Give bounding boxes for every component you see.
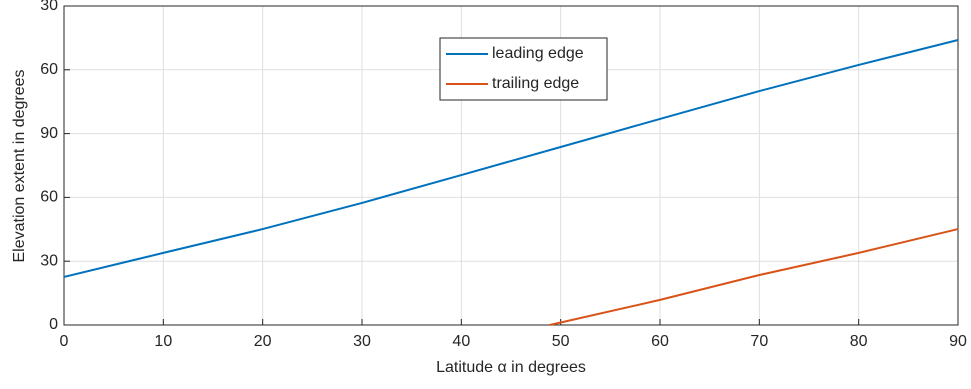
- y-tick-label: 30: [40, 252, 58, 269]
- x-tick-label: 70: [750, 333, 768, 350]
- x-tick-label: 10: [154, 333, 172, 350]
- legend-label: leading edge: [492, 45, 584, 62]
- data-line: [549, 228, 959, 326]
- legend-label: trailing edge: [492, 75, 579, 92]
- y-tick-label: 90: [40, 125, 58, 142]
- x-tick-label: 0: [60, 333, 69, 350]
- y-tick-label: 60: [40, 61, 58, 78]
- plot-frame: [63, 5, 959, 326]
- x-tick-label: 50: [552, 333, 570, 350]
- legend-box: [439, 37, 608, 101]
- x-tick-label: 60: [651, 333, 669, 350]
- y-tick-label: 30: [40, 0, 58, 14]
- x-tick-label: 30: [353, 333, 371, 350]
- y-tick-label: 0: [49, 316, 58, 333]
- x-tick-label: 90: [949, 333, 967, 350]
- x-tick-label: 20: [254, 333, 272, 350]
- x-tick-label: 40: [452, 333, 470, 350]
- y-tick-label: 60: [40, 189, 58, 206]
- data-line: [63, 39, 959, 278]
- x-tick-label: 80: [850, 333, 868, 350]
- x-axis-label: Latitude α in degrees: [436, 359, 586, 376]
- y-axis-label: Elevation extent in degrees: [11, 69, 28, 262]
